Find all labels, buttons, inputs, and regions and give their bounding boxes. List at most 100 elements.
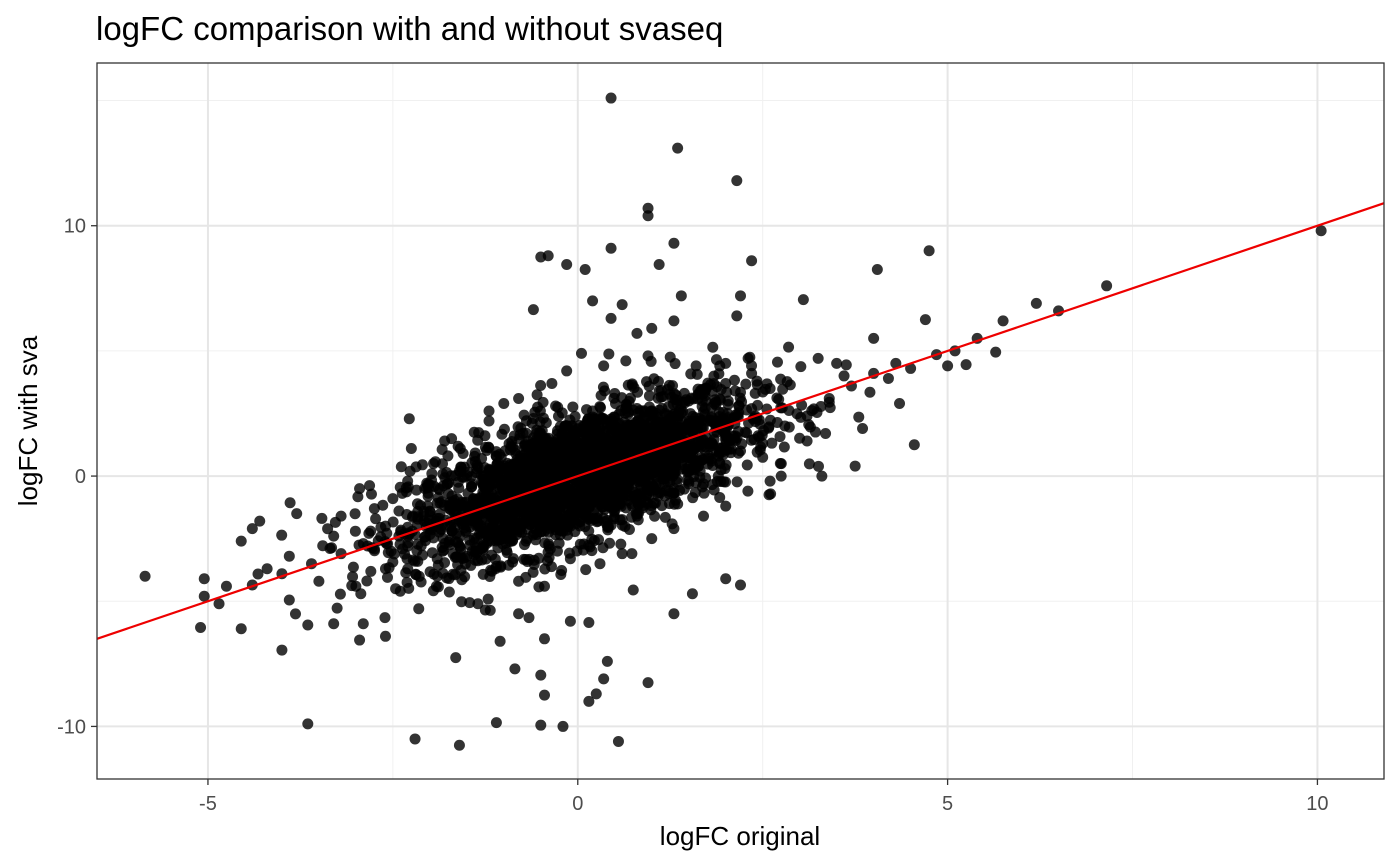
data-point <box>659 490 671 502</box>
data-point <box>635 488 647 500</box>
data-point <box>364 480 376 492</box>
data-point <box>479 462 491 474</box>
data-point <box>365 565 377 577</box>
data-point <box>684 442 696 454</box>
data-point <box>195 622 207 634</box>
data-point <box>220 580 232 592</box>
data-point <box>534 405 546 417</box>
data-point <box>422 490 434 502</box>
data-point <box>507 553 519 565</box>
data-point <box>774 431 786 443</box>
data-point <box>387 493 399 505</box>
data-point <box>660 432 672 444</box>
data-point <box>480 483 492 495</box>
scatter-points <box>139 92 1327 751</box>
y-tick-label: 10 <box>64 216 86 238</box>
data-point <box>840 359 852 371</box>
data-point <box>498 397 510 409</box>
data-point <box>593 417 605 429</box>
data-point <box>698 510 710 522</box>
data-point <box>328 618 340 630</box>
data-point <box>1030 297 1042 309</box>
data-point <box>561 259 573 271</box>
data-point <box>594 558 606 570</box>
data-point <box>401 576 413 588</box>
data-point <box>616 299 628 311</box>
data-point <box>347 561 359 573</box>
data-point <box>276 644 288 656</box>
data-point <box>705 414 717 426</box>
data-point <box>331 602 343 614</box>
data-point <box>923 245 935 257</box>
data-point <box>685 368 697 380</box>
data-point <box>483 405 495 417</box>
data-point <box>594 431 606 443</box>
data-point <box>393 505 405 517</box>
data-point <box>686 588 698 600</box>
data-point <box>458 471 470 483</box>
data-point <box>479 527 491 539</box>
data-point <box>453 739 465 751</box>
data-point <box>717 407 729 419</box>
data-point <box>736 396 748 408</box>
data-point <box>252 568 264 580</box>
data-point <box>472 598 484 610</box>
data-point <box>871 264 883 276</box>
data-point <box>313 575 325 587</box>
data-point <box>720 573 732 585</box>
data-point <box>549 439 561 451</box>
data-point <box>390 583 402 595</box>
data-point <box>794 432 806 444</box>
data-point <box>538 689 550 701</box>
data-point <box>942 360 954 372</box>
data-point <box>715 476 727 488</box>
data-point <box>613 419 625 431</box>
data-point <box>748 433 760 445</box>
data-point <box>753 414 765 426</box>
data-point <box>781 376 793 388</box>
data-point <box>752 399 764 411</box>
data-point <box>758 425 770 437</box>
data-point <box>632 438 644 450</box>
data-point <box>539 537 551 549</box>
data-point <box>490 717 502 729</box>
data-point <box>450 469 462 481</box>
data-point <box>535 669 547 681</box>
data-point <box>651 420 663 432</box>
data-point <box>446 433 458 445</box>
data-point <box>484 604 496 616</box>
data-point <box>705 379 717 391</box>
data-point <box>746 255 758 267</box>
data-point <box>489 512 501 524</box>
data-point <box>823 392 835 404</box>
data-point <box>531 501 543 513</box>
data-point <box>715 384 727 396</box>
data-point <box>363 527 375 539</box>
data-point <box>919 314 931 326</box>
data-point <box>404 465 416 477</box>
data-point <box>645 355 657 367</box>
data-point <box>674 484 686 496</box>
data-point <box>486 565 498 577</box>
data-point <box>443 586 455 598</box>
data-point <box>246 523 258 535</box>
data-point <box>804 421 816 433</box>
data-point <box>775 458 787 470</box>
data-point <box>444 539 456 551</box>
data-point <box>513 608 525 620</box>
data-point <box>254 515 266 527</box>
data-point <box>534 432 546 444</box>
data-point <box>666 421 678 433</box>
data-point <box>361 575 373 587</box>
data-point <box>721 431 733 443</box>
data-point <box>622 406 634 418</box>
data-point <box>527 304 539 316</box>
data-point <box>751 446 763 458</box>
data-point <box>417 549 429 561</box>
data-point <box>322 523 334 535</box>
data-point <box>728 374 740 386</box>
data-point <box>669 358 681 370</box>
data-point <box>550 512 562 524</box>
data-point <box>426 547 438 559</box>
data-point <box>528 455 540 467</box>
